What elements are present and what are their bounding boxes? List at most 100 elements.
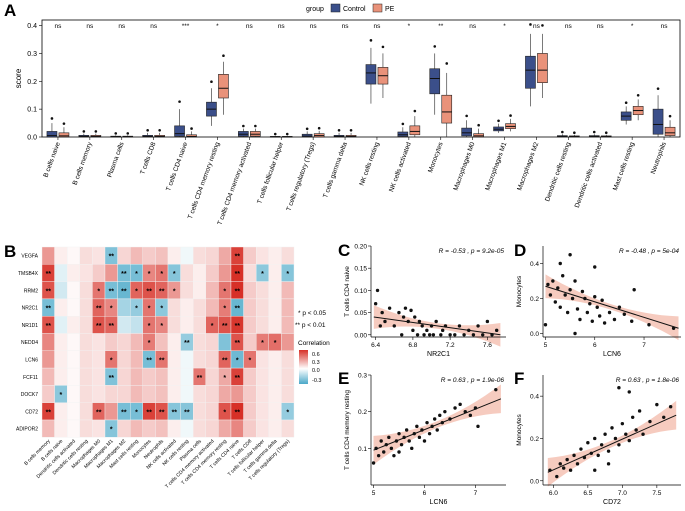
heatmap-cell [117,246,131,265]
x-tick-label: 7.6 [483,342,492,349]
heatmap-cell [41,419,55,438]
heatmap-cell [129,367,143,386]
panel-letter-b: B [4,242,16,261]
heatmap-cell [281,350,295,369]
heatmap-cell [205,350,219,369]
significance-star: * [261,340,264,347]
x-tick-label: B cells naive [43,141,62,178]
data-point [606,462,611,466]
heatmap-cell [243,246,257,265]
significance-star: ** [109,323,115,330]
row-label: ADIPOR2 [16,427,38,433]
heatmap-cell [256,402,270,421]
significance-label: ns [469,23,477,30]
heatmap-cell [205,264,219,282]
y-tick-label: 0.2 [27,79,37,86]
box-control [652,108,664,135]
heatmap-cell [92,246,106,265]
significance-star: ** [121,288,127,295]
box-control [525,55,536,89]
data-point [568,468,573,472]
heatmap-cell [243,402,257,421]
data-point [403,306,408,310]
heatmap-cell [243,367,257,386]
box-pe [58,132,70,138]
data-point [373,302,378,306]
panel-letter-c: C [338,241,350,260]
heatmap-cell [205,281,219,300]
significance-star: * [135,409,138,416]
heatmap-cell [79,246,93,265]
data-point [568,253,572,257]
group-legend: group Control PE [306,3,395,13]
significance-label: ns [150,23,158,30]
colorbar-tick: 0.0 [312,368,320,374]
heatmap-cell [92,419,106,438]
x-tick-label: B cells memory [72,141,94,186]
significance-star: ** [184,340,190,347]
heatmap-cell [281,419,295,438]
data-point [558,261,562,266]
regression-line [545,285,679,329]
significance-label: ns [310,23,318,30]
data-point [593,436,597,441]
data-point [575,307,580,311]
colorbar-tick: 0.6 [312,352,320,358]
data-point [494,328,499,333]
data-point [412,431,417,436]
significance-star: ** [109,254,115,261]
data-point [627,390,631,394]
data-point [448,333,452,337]
heatmap-cell [117,316,131,334]
heatmap-cell [180,367,194,386]
heatmap-cell [281,316,295,334]
data-point [384,442,388,447]
data-point [448,417,452,421]
heatmap-cell [230,385,244,403]
heatmap-cell [256,385,270,403]
heatmap-cell [129,419,143,438]
x-tick-label: 7.0 [618,490,627,497]
heatmap-cell [281,281,295,300]
y-tick-label: 0.20 [354,244,367,251]
heatmap-cell [66,333,80,351]
heatmap-cell [92,333,106,351]
data-point [573,331,577,336]
significance-star: * [148,323,151,330]
significance-star: * [223,409,226,416]
heatmap-cell [243,264,257,282]
significance-label: ns [374,23,382,30]
significance-star: * [110,357,113,364]
data-point [558,462,562,466]
data-point [440,328,445,333]
heatmap-cell [167,316,181,334]
heatmap-cell [79,402,93,421]
significance-label: *** [182,23,190,30]
legend-swatch-pe [372,3,383,13]
heatmap-cell [192,264,206,282]
data-point [548,293,553,297]
significance-star: ** [159,288,165,295]
x-tick-label: 6 [593,342,597,349]
y-axis-label: Monocytes [516,275,523,307]
box-outlier [401,122,405,126]
data-point [570,296,575,301]
data-point [562,466,566,470]
heatmap-cell [104,333,118,351]
y-axis-label: Monocytes [516,414,523,446]
data-point [401,315,406,319]
data-point [417,435,422,440]
x-tick-label: T cells CD8 [139,141,157,176]
heatmap-cell [205,333,219,351]
significance-star: ** [235,409,241,416]
heatmap-cell [281,298,295,317]
box-outlier [413,109,417,113]
legend-title: group [306,6,324,13]
heatmap-cell [79,281,93,300]
significance-star: ** [96,323,102,330]
box-outlier [624,101,628,105]
x-tick-label: NK cells resting [359,141,381,187]
y-tick-label: 0.10 [354,288,367,295]
data-point [565,310,570,315]
significance-star: ** [235,271,241,278]
